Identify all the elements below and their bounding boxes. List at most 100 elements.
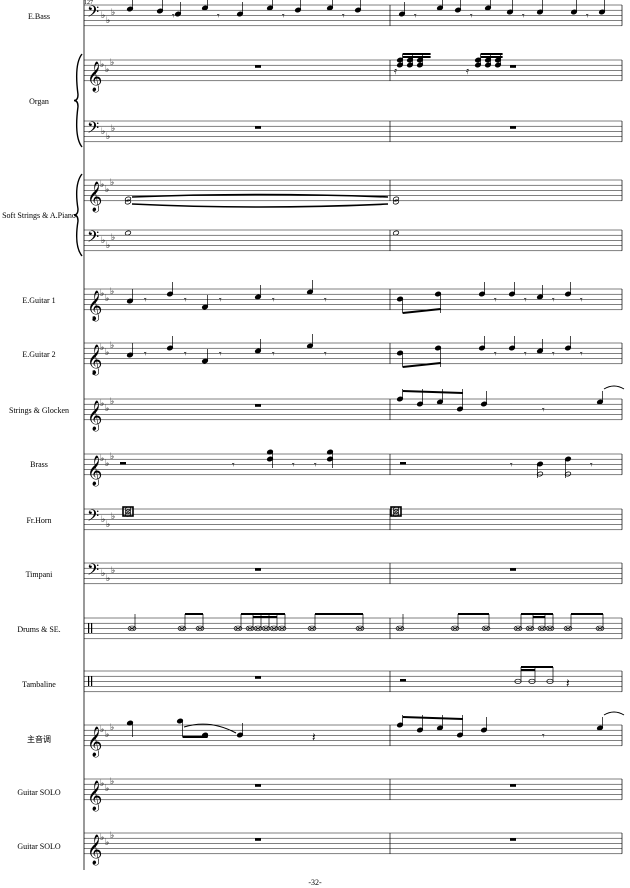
chord-note [392, 199, 400, 205]
drum-x-head [451, 626, 459, 631]
drum-x-head [178, 626, 186, 631]
treble-clef-icon: 𝄞 [87, 726, 102, 758]
sixteenth-rest-icon: 𝄿 [394, 66, 397, 77]
tie [183, 723, 237, 734]
flat-icon: ♭ [100, 399, 104, 409]
flat-icon: ♭ [105, 348, 109, 358]
tie [131, 193, 389, 198]
quarter-rest-icon: 𝄽 [312, 730, 316, 744]
flat-icon: ♭ [105, 185, 109, 195]
measure-number: 127 [84, 0, 93, 6]
staff-label-e-bass: E.Bass [28, 12, 50, 21]
flat-icon: ♭ [111, 124, 115, 134]
eighth-rest-icon: 𝄾 [586, 11, 589, 22]
flat-icon: ♭ [100, 833, 104, 843]
flat-icon: ♭ [101, 569, 105, 579]
drum-x-head [526, 626, 534, 631]
flat-icon: ♭ [110, 287, 114, 297]
flat-icon: ♭ [105, 404, 109, 414]
staff-label-fr-horn: Fr.Horn [26, 516, 52, 525]
flat-icon: ♭ [101, 515, 105, 525]
treble-clef-icon: 𝄞 [87, 61, 102, 93]
half-rest-icon [120, 462, 126, 465]
eighth-rest-icon: 𝄾 [552, 295, 555, 306]
drum-x-head [128, 626, 136, 631]
drum-ring [195, 625, 205, 632]
whole-rest-icon [255, 404, 261, 407]
eighth-rest-icon: 𝄾 [552, 349, 555, 360]
eighth-rest-icon: 𝄾 [494, 295, 497, 306]
flat-icon: ♭ [110, 831, 114, 841]
eighth-rest-icon: 𝄾 [524, 349, 527, 360]
whole-rest-icon [255, 65, 261, 68]
bass-clef-icon: 𝄢 [87, 3, 99, 25]
eighth-rest-icon: 𝄾 [510, 460, 513, 471]
flat-icon: ♭ [100, 779, 104, 789]
brass-note [326, 449, 334, 455]
staff-label-main-melody: 主音调 [27, 735, 51, 744]
whole-chord [390, 506, 402, 517]
flat-icon: ♭ [106, 520, 110, 530]
drum-ring [233, 625, 243, 632]
chord-note [124, 199, 132, 205]
flat-icon: ♭ [106, 574, 110, 584]
flat-icon: ♭ [105, 65, 109, 75]
eighth-rest-icon: 𝄾 [580, 295, 583, 306]
bass-clef-icon: 𝄢 [87, 119, 99, 141]
flat-icon: ♭ [101, 127, 105, 137]
flat-icon: ♭ [110, 58, 114, 68]
treble-clef-icon: 𝄞 [87, 181, 102, 213]
flat-icon: ♭ [100, 343, 104, 353]
drum-ring [563, 625, 573, 632]
treble-clef-icon: 𝄞 [87, 455, 102, 487]
whole-chord [122, 506, 134, 517]
drum-x-head [270, 626, 278, 631]
eighth-rest-icon: 𝄾 [590, 460, 593, 471]
whole-rest-icon [255, 126, 261, 129]
drum-ring [355, 625, 365, 632]
drum-x-head [546, 626, 554, 631]
treble-clef-icon: 𝄞 [87, 834, 102, 866]
flat-icon: ♭ [110, 397, 114, 407]
flat-icon: ♭ [101, 11, 105, 21]
percussion-clef-icon [91, 623, 93, 633]
percussion-clef-icon [91, 676, 93, 686]
flat-icon: ♭ [100, 60, 104, 70]
eighth-rest-icon: 𝄾 [522, 11, 525, 22]
page-number: -32- [308, 878, 322, 887]
flat-icon: ♭ [105, 784, 109, 794]
guitar-note [396, 296, 404, 302]
staff-label-brass: Brass [30, 460, 48, 469]
staff-label-guitar-solo-2: Guitar SOLO [17, 842, 61, 851]
drum-ring [127, 625, 137, 632]
flat-icon: ♭ [105, 730, 109, 740]
whole-rest-icon [510, 126, 516, 129]
flat-icon: ♭ [106, 241, 110, 251]
drum-x-head [564, 626, 572, 631]
drum-ring [277, 625, 287, 632]
eighth-rest-icon: 𝄾 [292, 460, 295, 471]
staff-label-timpani: Timpani [25, 570, 53, 579]
flat-icon: ♭ [111, 512, 115, 522]
bass-clef-icon: 𝄢 [87, 507, 99, 529]
guitar-note [396, 350, 404, 356]
beam [402, 308, 441, 314]
melody-note [126, 720, 134, 726]
guitar-note [434, 291, 442, 297]
whole-rest-icon [255, 568, 261, 571]
whole-rest-icon [255, 676, 261, 679]
drum-x-head [514, 626, 522, 631]
staff-label-guitar-solo-1: Guitar SOLO [17, 788, 61, 797]
eighth-rest-icon: 𝄾 [282, 11, 285, 22]
brace [73, 53, 83, 148]
bass-clef-icon: 𝄢 [87, 561, 99, 583]
brass-note [266, 449, 274, 455]
tambourine-note [546, 678, 554, 684]
treble-clef-icon: 𝄞 [87, 290, 102, 322]
drum-x-head [234, 626, 242, 631]
tie [131, 203, 389, 208]
drum-ring [545, 625, 555, 632]
eighth-rest-icon: 𝄾 [184, 349, 187, 360]
